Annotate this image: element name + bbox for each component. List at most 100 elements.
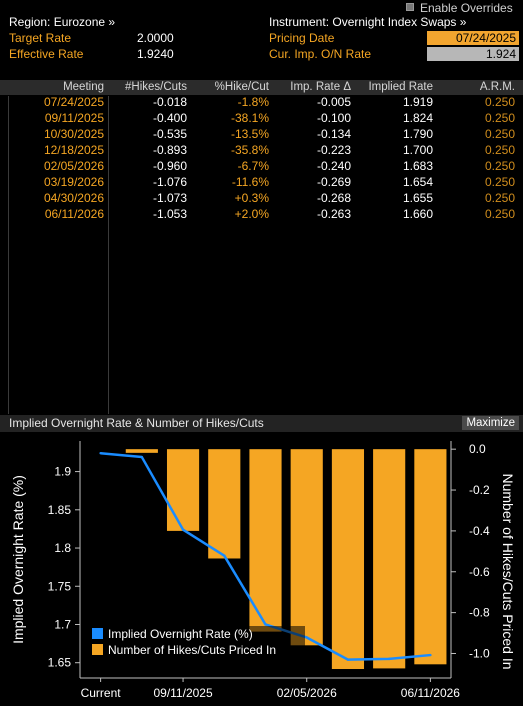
hikes-cuts-cell: -1.053 <box>152 207 187 221</box>
x-tick-label: 09/11/2025 <box>153 686 212 700</box>
x-tick-label: 06/11/2026 <box>401 686 460 700</box>
bar-hikes-cuts <box>290 449 323 646</box>
y-left-tick-label: 1.9 <box>54 465 71 479</box>
hikes-cuts-cell: -1.073 <box>152 191 187 205</box>
meeting-cell: 07/24/2025 <box>43 95 104 109</box>
region-selector[interactable]: Region: Eurozone » <box>9 15 116 29</box>
pct-cell: -6.7% <box>237 159 269 173</box>
table-row[interactable]: 10/30/2025 -0.535 -13.5% -0.134 1.790 0.250 <box>0 127 523 143</box>
arm-cell: 0.250 <box>484 127 515 141</box>
y-left-tick-label: 1.85 <box>48 503 72 517</box>
bar-hikes-cuts <box>249 449 282 632</box>
effective-rate-value: 1.9240 <box>137 47 174 61</box>
legend-line-label: Implied Overnight Rate (%) <box>108 627 253 641</box>
cur-imp-rate-value: 1.924 <box>427 47 519 61</box>
col-implied-rate[interactable]: Implied Rate <box>368 81 433 93</box>
meeting-cell: 04/30/2026 <box>43 191 104 205</box>
implied-rate-cell: 1.824 <box>402 111 433 125</box>
implied-rate-cell: 1.683 <box>402 159 433 173</box>
imp-delta-cell: -0.263 <box>316 207 351 221</box>
bar-hikes-cuts <box>166 449 200 531</box>
cur-imp-rate-label: Cur. Imp. O/N Rate <box>269 47 372 61</box>
line-point <box>305 636 308 639</box>
imp-delta-cell: -0.223 <box>316 143 351 157</box>
enable-overrides-label: Enable Overrides <box>420 1 513 15</box>
arm-cell: 0.250 <box>484 207 515 221</box>
pct-cell: -38.1% <box>230 111 269 125</box>
y-axis-left-title: Implied Overnight Rate (%) <box>10 475 26 644</box>
y-axis-right-title: Number of Hikes/Cuts Priced In <box>500 473 516 669</box>
pct-cell: -1.8% <box>237 95 269 109</box>
imp-delta-cell: -0.100 <box>316 111 351 125</box>
bar-hikes-cuts <box>414 449 447 665</box>
y-right-tick-label: -0.2 <box>469 483 490 497</box>
table-row[interactable]: 09/11/2025 -0.400 -38.1% -0.100 1.824 0.250 <box>0 111 523 127</box>
imp-delta-cell: -0.005 <box>316 95 351 109</box>
pct-cell: -13.5% <box>230 127 269 141</box>
implied-rate-cell: 1.700 <box>402 143 433 157</box>
maximize-button[interactable]: Maximize <box>462 416 519 430</box>
legend-box <box>87 626 305 662</box>
y-right-tick-label: -1.0 <box>469 646 490 660</box>
line-point <box>99 452 102 455</box>
meeting-cell: 12/18/2025 <box>43 143 104 157</box>
y-left-tick-label: 1.7 <box>54 617 71 631</box>
legend-line-swatch <box>92 628 103 639</box>
arm-cell: 0.250 <box>484 95 515 109</box>
col-arm[interactable]: A.R.M. <box>479 81 515 93</box>
imp-delta-cell: -0.134 <box>316 127 351 141</box>
pct-cell: -35.8% <box>230 143 269 157</box>
pct-cell: +0.3% <box>234 191 269 205</box>
column-divider <box>108 96 109 414</box>
y-right-tick-label: -0.6 <box>469 565 490 579</box>
line-point <box>346 658 350 661</box>
col-meeting[interactable]: Meeting <box>63 81 104 93</box>
table-row[interactable]: 03/19/2026 -1.076 -11.6% -0.269 1.654 0.250 <box>0 175 523 191</box>
implied-rate-cell: 1.660 <box>402 207 433 221</box>
line-point <box>429 653 432 657</box>
instrument-selector[interactable]: Instrument: Overnight Index Swaps » <box>269 15 467 29</box>
hikes-cuts-cell: -0.893 <box>152 143 187 157</box>
effective-rate-label: Effective Rate <box>9 47 84 61</box>
target-rate-value: 2.0000 <box>137 31 174 45</box>
table-row[interactable]: 06/11/2026 -1.053 +2.0% -0.263 1.660 0.250 <box>0 207 523 223</box>
y-right-tick-label: 0.0 <box>469 442 486 456</box>
imp-delta-cell: -0.240 <box>316 159 351 173</box>
line-point <box>387 657 391 661</box>
col-pct-hike-cut[interactable]: %Hike/Cut <box>214 81 269 93</box>
table-row[interactable]: 04/30/2026 -1.073 +0.3% -0.268 1.655 0.250 <box>0 191 523 207</box>
pricing-date-input[interactable]: 07/24/2025 <box>427 31 519 45</box>
checkbox-icon[interactable] <box>406 3 414 11</box>
arm-cell: 0.250 <box>484 143 515 157</box>
table-row[interactable]: 07/24/2025 -0.018 -1.8% -0.005 1.919 0.250 <box>0 95 523 111</box>
implied-rate-cell: 1.654 <box>402 175 433 189</box>
imp-delta-cell: -0.268 <box>316 191 351 205</box>
pricing-date-label: Pricing Date <box>269 31 335 45</box>
legend-bar-swatch <box>92 644 103 655</box>
y-left-tick-label: 1.75 <box>48 579 72 593</box>
hikes-cuts-cell: -0.960 <box>152 159 187 173</box>
x-tick-label: 02/05/2026 <box>277 686 337 700</box>
hikes-cuts-cell: -0.018 <box>152 95 187 109</box>
col-hikes-cuts[interactable]: #Hikes/Cuts <box>125 81 187 93</box>
meeting-cell: 03/19/2026 <box>43 175 104 189</box>
line-point <box>264 623 267 626</box>
meeting-cell: 06/11/2026 <box>44 207 104 221</box>
implied-rate-cell: 1.919 <box>402 95 433 109</box>
table-row[interactable]: 02/05/2026 -0.960 -6.7% -0.240 1.683 0.250 <box>0 159 523 175</box>
bar-hikes-cuts <box>125 449 158 453</box>
arm-cell: 0.250 <box>484 191 515 205</box>
chart-title-bar: Implied Overnight Rate & Number of Hikes… <box>0 415 523 432</box>
y-left-tick-label: 1.65 <box>48 656 72 670</box>
x-tick-label: Current <box>81 686 122 700</box>
bar-hikes-cuts <box>331 449 365 670</box>
chart-title: Implied Overnight Rate & Number of Hikes… <box>9 416 264 430</box>
imp-delta-cell: -0.269 <box>316 175 351 189</box>
table-row[interactable]: 12/18/2025 -0.893 -35.8% -0.223 1.700 0.250 <box>0 143 523 159</box>
col-imp-rate-delta[interactable]: Imp. Rate Δ <box>290 81 351 93</box>
meeting-cell: 02/05/2026 <box>43 159 104 173</box>
y-right-tick-label: -0.8 <box>469 606 490 620</box>
hikes-cuts-cell: -1.076 <box>152 175 187 189</box>
arm-cell: 0.250 <box>484 111 515 125</box>
bar-hikes-cuts <box>373 449 406 669</box>
